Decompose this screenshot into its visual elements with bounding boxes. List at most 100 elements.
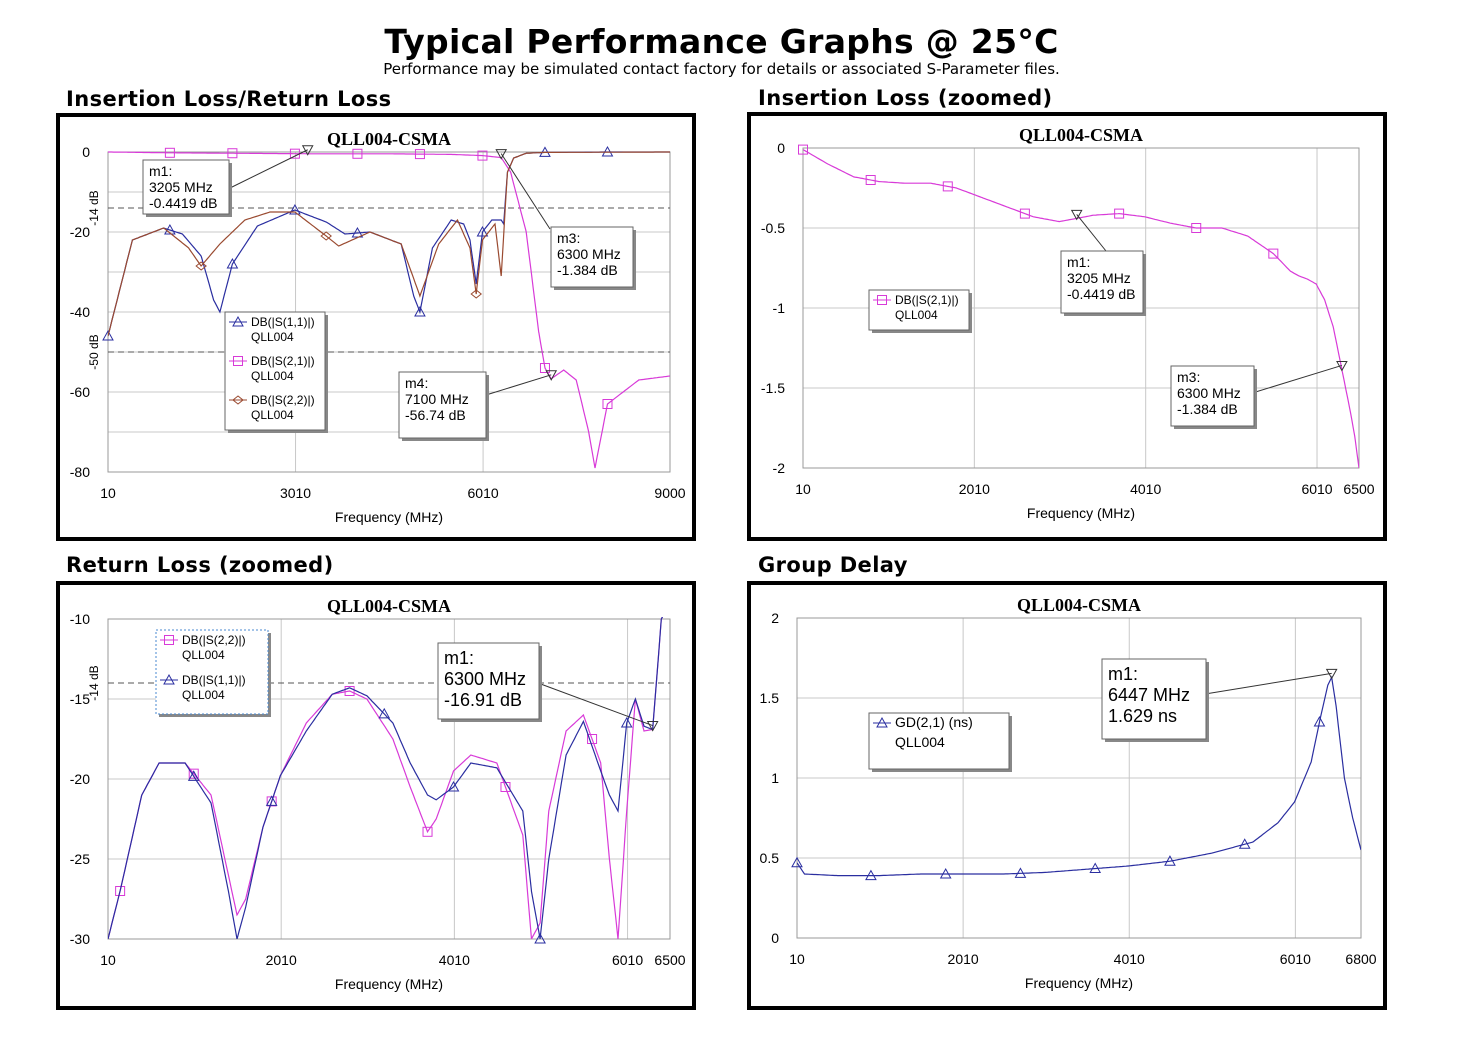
x-tick-label: 9000: [654, 485, 685, 501]
plot-frame: [796, 617, 1362, 939]
series-point-s11: [378, 707, 391, 719]
marker-frequency: 3205 MHz: [149, 179, 213, 195]
plot-title: QLL004-CSMA: [327, 129, 451, 149]
y-tick-label: -10: [70, 611, 90, 627]
x-axis-label: Frequency (MHz): [1025, 975, 1133, 991]
y-tick-label: -60: [70, 384, 90, 400]
legend-swatch-symbol: [232, 395, 244, 405]
plot-frame: [802, 147, 1360, 469]
legend-device-name: QLL004: [251, 330, 294, 344]
marker-frequency: 7100 MHz: [405, 391, 469, 407]
series-point-gd: [1238, 838, 1251, 849]
legend-box: [224, 311, 326, 431]
marker-name: m4:: [405, 375, 428, 391]
series-point-s11: [476, 225, 489, 237]
chart-svg: QLL004-CSMA 10 3010 6010 9000 0 -20 -40 -60 -80 Fr…: [70, 129, 686, 525]
section-title-insertion-loss-zoomed: Insertion Loss (zoomed): [758, 86, 1053, 110]
marker-name: m3:: [1177, 369, 1200, 385]
y-tick-label: -15: [70, 691, 90, 707]
marker-value: -16.91 dB: [444, 690, 522, 710]
x-tick-label: 6010: [1280, 951, 1311, 967]
y-tick-label: -2: [773, 460, 786, 476]
legend-trace-name: DB(|S(2,2)|): [182, 633, 246, 647]
marker-name: m3:: [557, 230, 580, 246]
x-tick-label: 10: [100, 952, 116, 968]
y-tick-label: 0: [771, 930, 779, 946]
legend-trace-name: DB(|S(2,2)|): [251, 393, 315, 407]
legend-device-name: QLL004: [895, 734, 945, 750]
x-tick-label: 2010: [266, 952, 297, 968]
series-point-s21: [1114, 208, 1125, 219]
section-title-group-delay: Group Delay: [758, 553, 908, 577]
page-title: Typical Performance Graphs @ 25°C: [384, 22, 1059, 61]
marker-box: [437, 642, 540, 720]
y-tick-label: -20: [70, 224, 90, 240]
series-point-s22: [320, 231, 332, 241]
legend-device-name: QLL004: [182, 688, 225, 702]
marker-leader-line: [1198, 672, 1332, 696]
marker-symbol: [301, 145, 314, 156]
legend-trace-name: DB(|S(1,1)|): [182, 673, 246, 687]
series-point-s21: [1268, 248, 1279, 259]
series-point-s21: [414, 149, 425, 160]
series-line-gd: [797, 675, 1361, 877]
series-point-s22: [188, 768, 199, 779]
plot-title: QLL004-CSMA: [1017, 595, 1141, 615]
x-tick-label: 2010: [959, 481, 990, 497]
legend-trace-name: DB(|S(2,1)|): [251, 354, 315, 368]
legend-trace-name: DB(|S(2,1)|): [895, 293, 959, 307]
page-subtitle: Performance may be simulated contact fac…: [383, 60, 1060, 78]
y-tick-label: 0: [82, 144, 90, 160]
x-axis-label: Frequency (MHz): [1027, 505, 1135, 521]
series-point-gd: [1014, 867, 1027, 878]
plot-title: QLL004-CSMA: [327, 596, 451, 616]
series-point-s21: [942, 181, 953, 192]
series-point-s11: [620, 716, 633, 728]
series-point-s11: [414, 305, 426, 317]
legend-box: [868, 712, 1010, 770]
y-tick-label: 1: [771, 770, 779, 786]
marker-symbol: [646, 721, 659, 732]
marker-box: [1101, 658, 1207, 740]
reference-line-label: -14 dB: [87, 190, 101, 225]
series-line-s21: [108, 151, 670, 469]
marker-value: -0.4419 dB: [149, 195, 218, 211]
x-tick-label: 6010: [612, 952, 643, 968]
series-point-s11: [289, 203, 301, 215]
marker-name: m1:: [149, 163, 172, 179]
series-line-s22: [108, 617, 664, 939]
series-point-s11: [265, 795, 278, 806]
x-tick-label: 6010: [1301, 481, 1332, 497]
y-tick-label: -1.5: [761, 380, 785, 396]
series-point-gd: [1164, 855, 1176, 866]
legend-device-name: QLL004: [182, 648, 225, 662]
legend-trace-name: DB(|S(1,1)|): [251, 315, 315, 329]
x-axis-label: Frequency (MHz): [335, 976, 443, 992]
marker-box: [142, 159, 230, 215]
series-point-s21: [798, 144, 808, 155]
series-point-s22: [587, 734, 598, 744]
series-point-s21: [1191, 223, 1202, 233]
x-axis-label: Frequency (MHz): [335, 509, 443, 525]
series-point-gd: [791, 856, 803, 868]
series-point-s11: [534, 932, 546, 944]
marker-box: [550, 226, 634, 288]
marker-value: -56.74 dB: [405, 407, 466, 423]
series-point-gd: [1313, 715, 1326, 727]
x-tick-label: 6500: [654, 952, 685, 968]
series-point-s11: [187, 770, 200, 781]
marker-leader-line: [1076, 214, 1107, 252]
marker-leader-line: [485, 374, 552, 396]
marker-symbol: [495, 149, 508, 160]
marker-leader-line: [1248, 364, 1343, 395]
series-point-gd: [1089, 862, 1102, 874]
marker-frequency: 6300 MHz: [557, 246, 621, 262]
marker-leader-line: [500, 153, 551, 230]
plot-frame: [107, 618, 671, 940]
marker-box: [1170, 365, 1255, 427]
series-point-s11: [447, 780, 460, 792]
x-tick-label: 4010: [1130, 481, 1161, 497]
series-point-s21: [164, 147, 175, 158]
